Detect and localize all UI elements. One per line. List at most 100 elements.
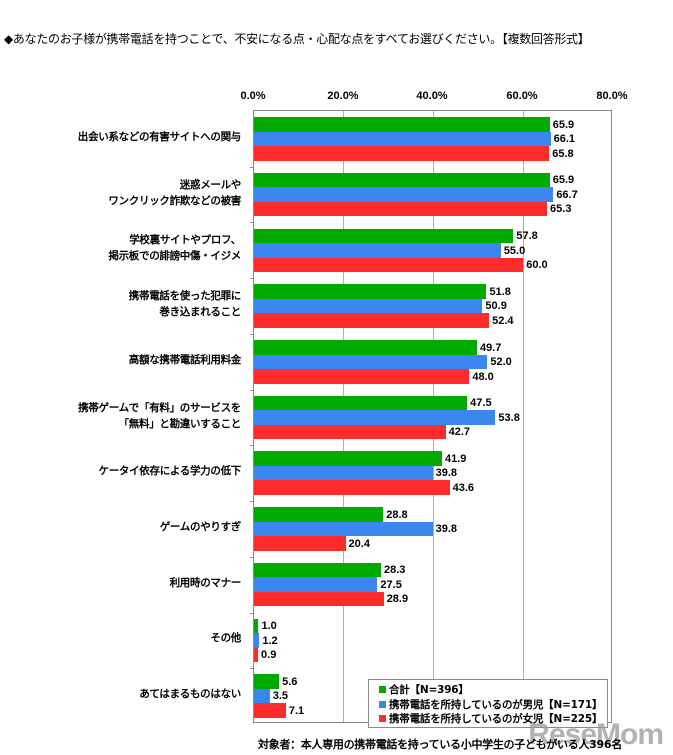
bar-boys [254,187,554,202]
bar-total [254,395,468,411]
axis-tick [250,222,254,224]
legend-swatch-green [379,686,386,693]
bar-girls [254,703,286,718]
data-value-label: 52.4 [492,314,514,327]
axis-tick [250,668,254,670]
bar-boys [254,298,483,314]
axis-tick [250,389,254,391]
data-value-label: 39.8 [435,467,458,480]
legend-label: 合計【N=396】 [389,684,469,696]
legend-item-total: 合計【N=396】 [379,683,607,698]
bar-total [254,562,381,578]
legend-label: 携帯電話を所持しているのが女児【N=225】 [389,713,603,725]
data-value-label: 20.4 [348,537,370,550]
data-value-label: 3.5 [272,690,288,703]
axis-tick [250,612,254,614]
bar-girls [254,369,470,384]
bar-total [254,228,514,244]
bar-boys [254,465,433,481]
bar-girls [254,647,259,663]
footer-note: 対象者：本人専用の携帯電話を持っている小中学生の子どもがいる人396名 [258,738,622,751]
data-value-label: 41.9 [445,452,467,465]
data-value-label: 55.0 [503,244,526,257]
data-value-label: 28.8 [386,508,408,521]
axis-tick [250,445,254,447]
category-label: 利用時のマナー [169,576,242,589]
bar-boys [254,410,496,425]
data-value-label: 65.9 [552,174,575,187]
category-label: 高額な携帯電話利用料金 [128,353,242,366]
data-value-label: 52.0 [490,356,512,369]
data-value-label: 1.2 [262,634,278,647]
bar-total [254,507,384,522]
data-value-label: 48.0 [472,370,494,383]
bar-girls [254,424,446,440]
bar-total [254,117,550,132]
bar-girls [254,480,450,495]
bar-boys [254,131,551,147]
category-label: 携帯電話を使った犯罪に 巻き込まれること [128,290,242,319]
data-value-label: 5.6 [282,675,298,688]
bar-boys [254,688,270,704]
bar-girls [254,591,384,607]
bar-girls [254,257,524,273]
legend-label: 携帯電話を所持しているのが男児【N=171】 [389,698,603,711]
chart-title: ◆あなたのお子様が携帯電話を持つことで、不安になる点・心配な点をすべてお選びくだ… [4,32,590,46]
bar-boys [254,521,433,537]
bar-boys [254,577,378,592]
x-tick-label: 0.0% [240,90,266,102]
category-label: あてはまるものはない [139,688,241,701]
data-value-label: 7.1 [288,704,305,717]
x-tick-label: 80.0% [596,90,628,102]
legend-swatch-red [379,715,386,722]
x-tick-label: 60.0% [506,90,538,102]
bar-boys [254,243,501,258]
category-label: 迷惑メールや ワンクリック詐欺などの被害 [108,178,241,207]
axis-tick [250,556,254,558]
bar-total [254,172,550,188]
category-label: 出会い系などの有害サイトへの関与 [77,130,242,143]
bar-total [254,340,478,355]
bar-total [254,618,259,634]
category-label: ケータイ依存による学力の低下 [98,465,242,478]
bar-total [254,284,487,299]
axis-tick [250,501,254,503]
data-value-label: 53.8 [498,411,520,424]
bar-boys [254,354,488,370]
category-label: 学校裏サイトやプロフ、 掲示板での誹謗中傷・イジメ [108,234,241,263]
data-value-label: 42.7 [448,426,471,439]
x-tick-label: 20.0% [327,90,359,102]
data-value-label: 0.9 [261,649,277,662]
data-value-label: 47.5 [470,397,492,410]
data-value-label: 65.3 [550,203,572,216]
data-value-label: 66.7 [556,188,578,201]
data-value-label: 49.7 [480,341,502,354]
data-value-label: 27.5 [380,578,402,591]
category-label: その他 [210,632,241,645]
legend-item-boys: 携帯電話を所持しているのが男児【N=171】 [379,698,607,713]
legend-item-girls: 携帯電話を所持しているのが女児【N=225】 [379,712,607,727]
data-value-label: 60.0 [526,259,548,272]
data-value-label: 39.8 [435,523,458,536]
bar-total [254,674,280,689]
data-value-label: 65.9 [552,118,575,131]
x-tick-label: 40.0% [416,90,448,102]
data-value-label: 28.3 [383,564,406,577]
axis-tick [250,166,254,168]
bar-girls [254,201,548,217]
data-value-label: 51.8 [489,285,511,298]
axis-tick [250,333,254,335]
data-value-label: 28.9 [386,593,409,606]
data-value-label: 43.6 [452,481,475,494]
data-value-label: 65.8 [552,147,574,160]
bar-girls [254,313,490,328]
category-label: ゲームのやりすぎ [159,520,242,533]
bar-total [254,451,443,466]
resemom-watermark-logo: ReseMom [528,718,664,751]
bar-boys [254,633,260,648]
data-value-label: 57.8 [516,230,538,243]
gridline-60 [523,111,524,722]
plot-area: 65.9 66.1 65.8 65.9 66.7 65.3 57.8 55.0 60.0 51.8… [250,110,612,723]
data-value-label: 50.9 [485,300,507,313]
bar-girls [254,536,346,551]
